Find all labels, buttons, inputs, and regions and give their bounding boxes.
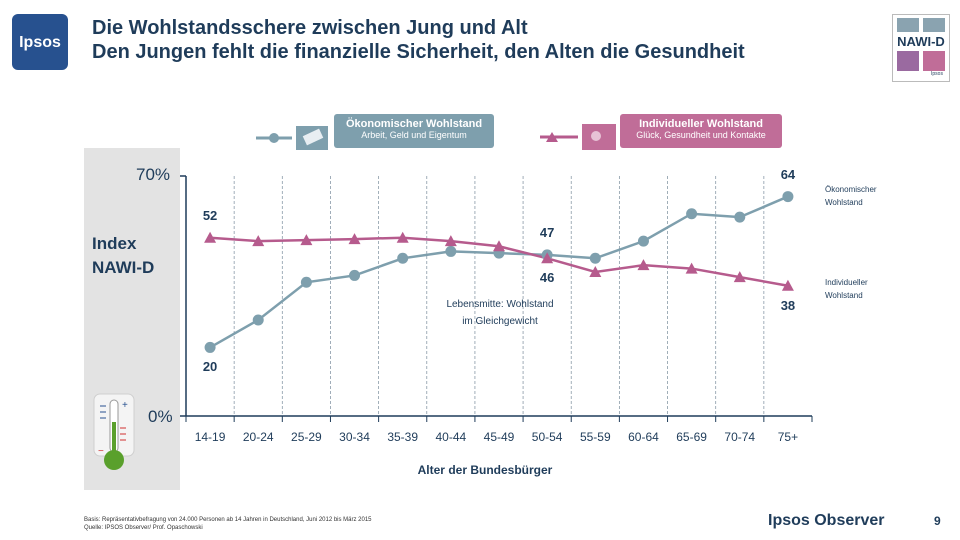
data-point-individual	[637, 259, 650, 271]
x-tick-label: 20-24	[242, 430, 274, 444]
legend-economic-title: Ökonomischer Wohlstand	[345, 118, 483, 130]
x-tick-label: 45-49	[483, 430, 515, 444]
data-point-individual	[252, 235, 265, 247]
x-axis-title: Alter der Bundesbürger	[417, 463, 553, 477]
data-point-economic	[637, 235, 649, 247]
data-point-individual	[444, 235, 457, 247]
x-tick-label: 75+	[777, 430, 799, 444]
legend-marker-economic	[256, 126, 328, 150]
thermometer-icon: + −	[93, 393, 135, 470]
data-point-economic	[686, 208, 698, 220]
footer-source: Quelle: IPSOS Observer/ Prof. Opaschowsk…	[84, 525, 203, 531]
y-tick-70: 70%	[136, 165, 171, 184]
series-label-economic: Ökonomischer Wohlstand	[825, 185, 877, 207]
footer-basis: Basis: Repräsentativbefragung von 24.000…	[84, 517, 372, 523]
data-point-economic	[782, 191, 794, 203]
x-tick-label: 60-64	[628, 430, 659, 444]
data-point-individual	[781, 279, 794, 291]
x-tick-label: 40-44	[435, 430, 467, 444]
page-title: Die Wohlstandsschere zwischen Jung und A…	[92, 16, 745, 64]
legend-economic-subtitle: Arbeit, Geld und Eigentum	[361, 130, 467, 140]
data-point-economic	[734, 211, 746, 223]
svg-text:+: +	[122, 400, 128, 411]
x-tick-label: 50-54	[531, 430, 563, 444]
x-tick-label: 65-69	[676, 430, 707, 444]
data-point-economic	[252, 314, 264, 326]
data-point-economic	[445, 245, 457, 257]
data-point-economic	[589, 252, 601, 264]
data-label: 47	[539, 224, 555, 240]
ipsos-logo-text: Ipsos	[19, 34, 61, 51]
data-point-individual	[493, 240, 505, 252]
legend-individual: Individueller Wohlstand Glück, Gesundhei…	[620, 114, 782, 148]
legend-marker-individual	[540, 124, 616, 150]
title-line-1: Die Wohlstandsschere zwischen Jung und A…	[92, 17, 528, 39]
nawi-d-badge: NAWI-D Ipsos	[892, 14, 950, 82]
x-tick-label: 55-59	[579, 430, 611, 444]
annotation-midlife: Lebensmitte: Wohlstand im Gleichgewicht	[446, 299, 554, 327]
data-label: 20	[202, 359, 218, 375]
data-point-economic	[349, 269, 361, 281]
data-point-individual	[733, 271, 746, 283]
series-label-individual: Individueller Wohlstand	[825, 278, 868, 300]
index-label: Index NAWI-D	[92, 234, 155, 277]
x-tick-label: 25-29	[291, 430, 322, 444]
page-number: 9	[934, 514, 941, 528]
data-point-individual	[541, 252, 554, 264]
data-point-individual	[204, 231, 217, 243]
data-point-individual	[348, 233, 361, 245]
ipsos-logo: Ipsos	[12, 14, 68, 70]
data-point-economic	[300, 276, 312, 288]
svg-text:−: −	[98, 446, 104, 457]
data-point-individual	[300, 234, 313, 246]
legend-individual-title: Individueller Wohlstand	[639, 118, 763, 130]
data-point-individual	[685, 262, 698, 274]
x-tick-label: 14-19	[194, 430, 226, 444]
nawi-d-badge-text: NAWI-D	[897, 34, 945, 49]
data-label: 52	[202, 207, 218, 223]
x-tick-label: 35-39	[387, 430, 419, 444]
footer-notes: Basis: Repräsentativbefragung von 24.000…	[84, 516, 372, 532]
data-label: 64	[780, 166, 796, 182]
title-line-2: Den Jungen fehlt die finanzielle Sicherh…	[92, 41, 745, 63]
legend-individual-subtitle: Glück, Gesundheit und Kontakte	[636, 130, 766, 140]
data-point-individual	[396, 231, 409, 243]
data-point-economic	[397, 252, 409, 264]
data-label: 46	[539, 270, 555, 286]
data-point-economic	[204, 341, 216, 353]
data-point-individual	[589, 266, 602, 277]
x-tick-label: 30-34	[339, 430, 370, 444]
legend-economic: Ökonomischer Wohlstand Arbeit, Geld und …	[334, 114, 494, 148]
data-label: 38	[780, 297, 796, 313]
x-tick-label: 70-74	[724, 430, 756, 444]
y-tick-0: 0%	[148, 407, 173, 426]
nawi-d-badge-sub: Ipsos	[931, 71, 943, 77]
ipsos-observer-brand: Ipsos Observer	[768, 512, 885, 529]
